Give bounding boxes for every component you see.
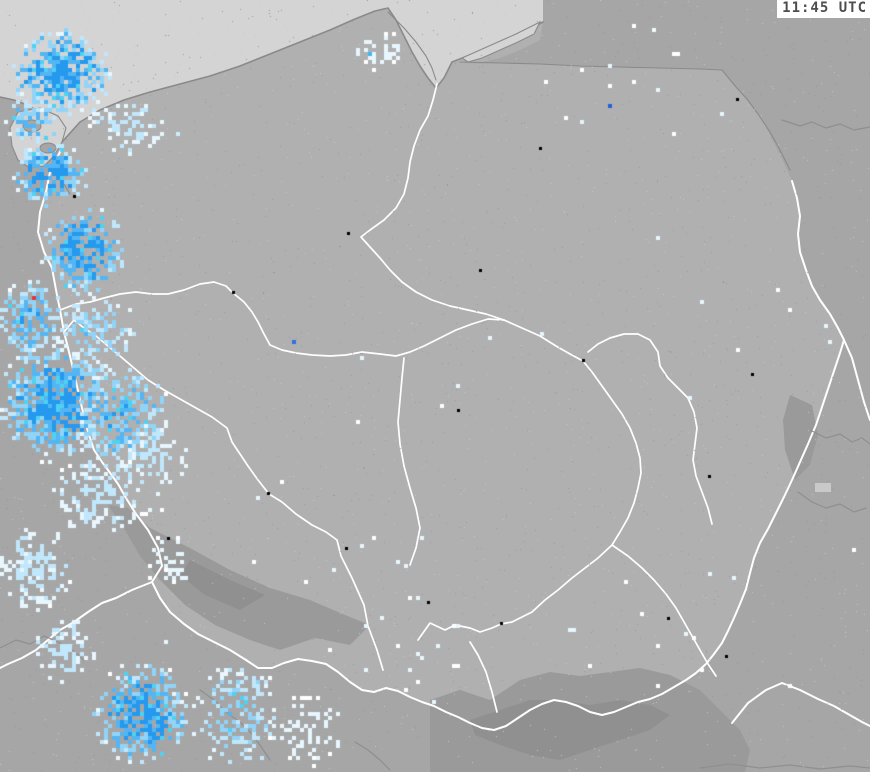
timestamp-badge: 11:45 UTC [777,0,870,18]
timestamp-text: 11:45 UTC [782,0,867,16]
